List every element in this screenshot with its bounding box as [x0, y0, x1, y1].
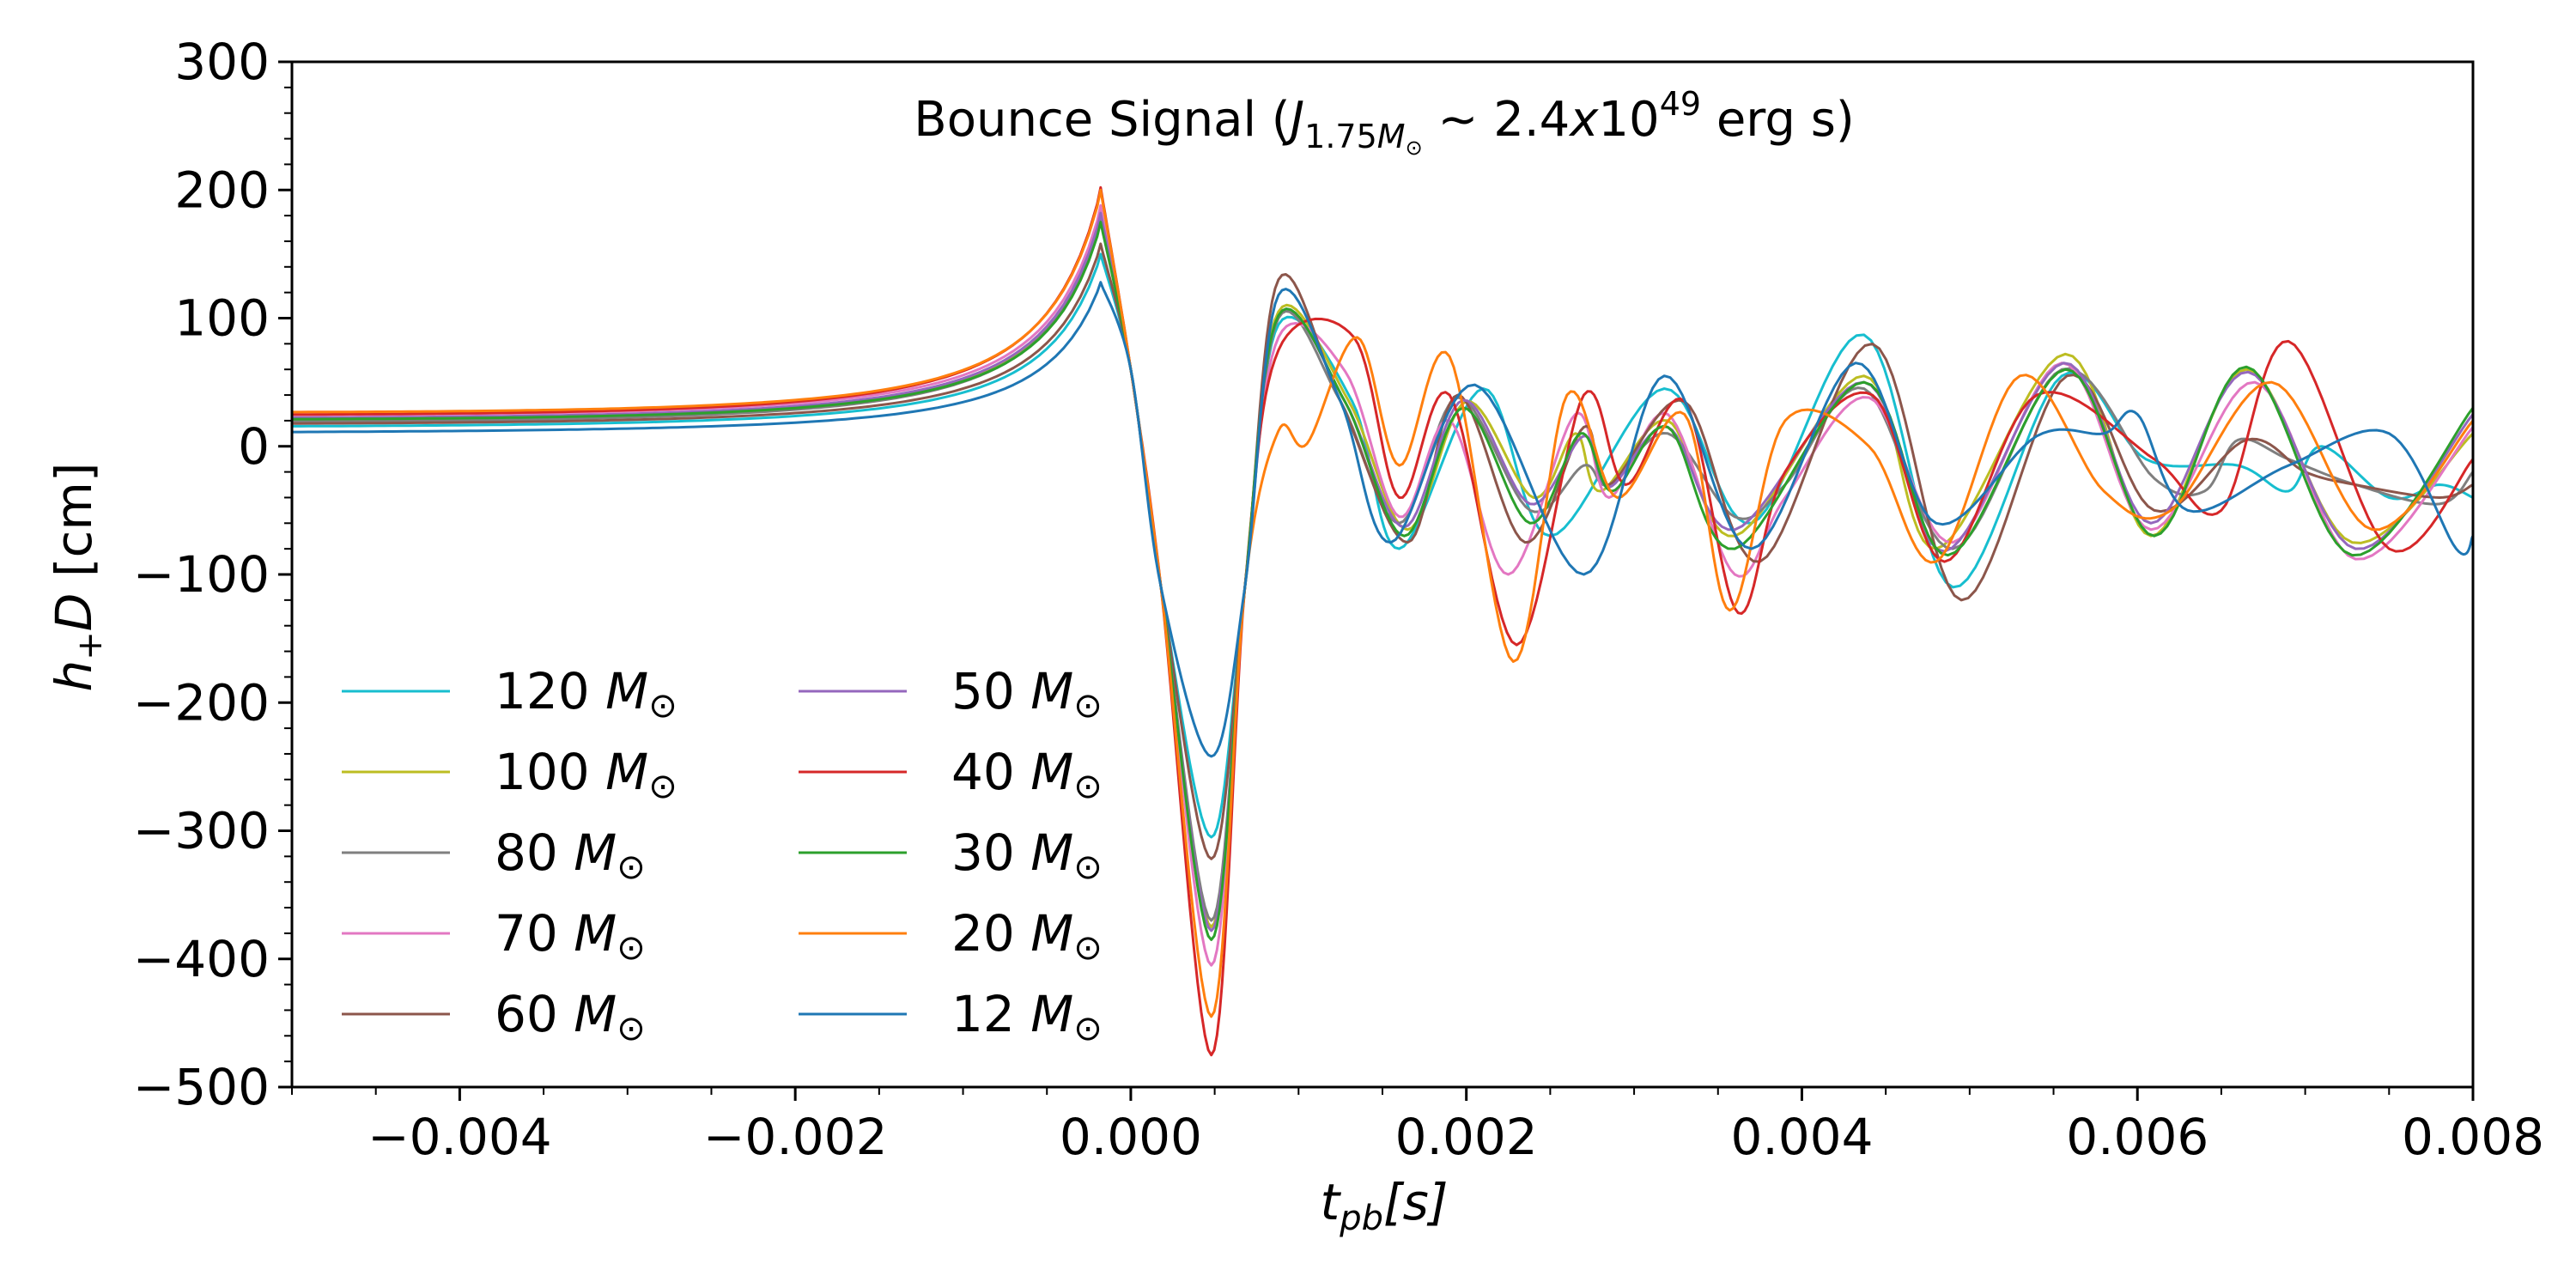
legend-label: 12 M⊙ — [951, 985, 1103, 1048]
x-tick-label: 0.004 — [1730, 1108, 1873, 1166]
y-tick-label: −300 — [133, 802, 270, 860]
y-tick-label: 0 — [238, 417, 270, 476]
plot-lines — [292, 185, 2473, 1057]
legend-label: 50 M⊙ — [951, 662, 1103, 726]
legend-item-50: 50 M⊙ — [799, 662, 1103, 726]
series-line-50 — [292, 211, 2473, 933]
x-tick-label: −0.002 — [703, 1108, 888, 1166]
series-line-30 — [292, 221, 2473, 941]
y-tick-label: −400 — [133, 930, 270, 988]
x-tick-label: 0.006 — [2066, 1108, 2208, 1166]
legend-item-100: 100 M⊙ — [342, 743, 677, 806]
y-tick-label: 100 — [174, 289, 270, 348]
legend-label: 70 M⊙ — [495, 904, 646, 968]
y-tick-label: −500 — [133, 1058, 270, 1116]
legend-label: 40 M⊙ — [951, 743, 1103, 806]
series-line-20 — [292, 188, 2473, 1018]
series-line-80 — [292, 216, 2473, 922]
legend: 120 M⊙ 100 M⊙ 80 M⊙ 70 M⊙ 60 M⊙ 50 M⊙ 40 M⊙ 30 … — [342, 662, 1103, 1048]
chart-title: Bounce Signal (J1.75M⊙ ∼ 2.4x1049 erg s) — [914, 85, 1854, 160]
y-tick-label: −200 — [133, 673, 270, 732]
x-tick-label: 0.000 — [1060, 1108, 1202, 1166]
legend-label: 120 M⊙ — [495, 662, 677, 726]
y-tick-label: 300 — [174, 33, 270, 91]
series-line-120 — [292, 252, 2473, 839]
series-line-40 — [292, 185, 2473, 1057]
x-tick-label: −0.004 — [368, 1108, 552, 1166]
legend-item-70: 70 M⊙ — [342, 904, 646, 968]
legend-label: 80 M⊙ — [495, 823, 646, 887]
series-line-100 — [292, 214, 2473, 928]
series-line-12 — [292, 281, 2473, 758]
legend-item-60: 60 M⊙ — [342, 985, 646, 1048]
legend-label: 30 M⊙ — [951, 823, 1103, 887]
x-axis: −0.004 −0.002 0.000 0.002 0.004 0.006 0.008 — [291, 1087, 2544, 1166]
legend-label: 20 M⊙ — [951, 904, 1103, 968]
x-axis-label: tpb[s] — [1320, 1173, 1448, 1238]
legend-item-30: 30 M⊙ — [799, 823, 1103, 887]
y-axis-label: h+D [cm] — [45, 462, 110, 691]
legend-item-120: 120 M⊙ — [342, 662, 677, 726]
y-axis: −500 −400 −300 −200 −100 0 100 200 300 — [133, 33, 292, 1116]
legend-item-80: 80 M⊙ — [342, 823, 646, 887]
x-tick-label: 0.002 — [1395, 1108, 1538, 1166]
x-tick-label: 0.008 — [2402, 1108, 2544, 1166]
y-tick-label: 200 — [174, 161, 270, 219]
y-tick-label: −100 — [133, 545, 270, 604]
legend-item-12: 12 M⊙ — [799, 985, 1103, 1048]
legend-label: 60 M⊙ — [495, 985, 646, 1048]
legend-item-40: 40 M⊙ — [799, 743, 1103, 806]
legend-label: 100 M⊙ — [495, 743, 677, 806]
legend-item-20: 20 M⊙ — [799, 904, 1103, 968]
